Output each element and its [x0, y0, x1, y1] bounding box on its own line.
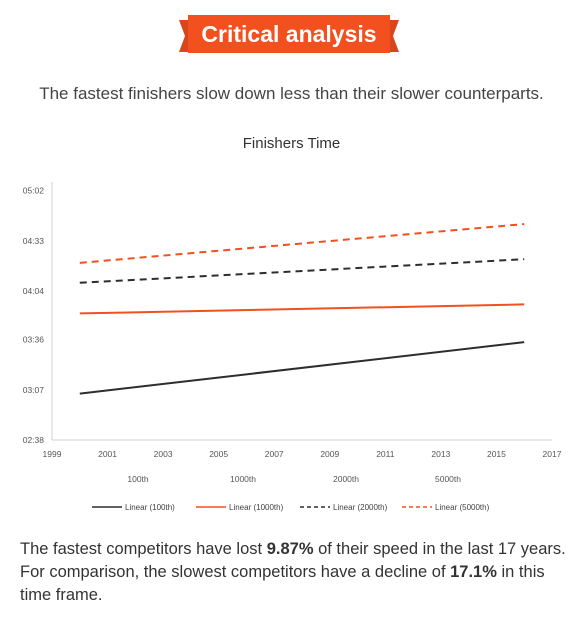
category-label: 2000th: [333, 474, 359, 484]
page-subtitle: The fastest finishers slow down less tha…: [39, 84, 544, 103]
chart-tick-labels: 02:38 03:07 03:36 04:04 04:33 05:02 1999 2001 20…: [23, 186, 562, 484]
series-line: [79, 223, 525, 264]
series-line: [79, 258, 525, 284]
summary-part-2: of their speed in the last 17 years. For…: [20, 540, 566, 581]
category-label: 5000th: [435, 474, 461, 484]
chart-lines: [79, 223, 525, 395]
chart-title: Finishers Time: [242, 135, 341, 152]
x-tick-label: 2015: [487, 449, 506, 459]
summary-text: The fastest competitors have lost 9.87% …: [20, 538, 570, 607]
category-label: 100th: [127, 474, 149, 484]
x-tick-label: 2013: [431, 449, 450, 459]
x-tick-label: 2011: [376, 449, 395, 459]
legend-label: Linear (100th): [125, 503, 175, 512]
category-label: 1000th: [230, 474, 256, 484]
y-tick-label: 05:02: [23, 186, 45, 196]
legend-label: Linear (2000th): [333, 503, 388, 512]
summary-part-1: The fastest competitors have lost: [20, 540, 267, 558]
legend-label: Linear (5000th): [435, 503, 490, 512]
summary-part-3: in this time frame.: [20, 563, 545, 604]
summary-highlight-2: 17.1%: [450, 563, 497, 581]
x-tick-label: 2017: [543, 449, 562, 459]
y-tick-label: 04:04: [23, 286, 45, 296]
chart-axes: [51, 182, 552, 441]
series-line: [79, 303, 525, 315]
line-chart: 02:38 03:07 03:36 04:04 04:33 05:02 1999 2001 20…: [23, 182, 562, 512]
x-tick-label: 1999: [43, 449, 62, 459]
x-tick-label: 2007: [265, 449, 284, 459]
chart-legend: Linear (100th) Linear (1000th) Linear (200…: [92, 503, 490, 512]
x-tick-label: 2003: [154, 449, 173, 459]
x-tick-label: 2009: [320, 449, 339, 459]
summary-highlight-1: 9.87%: [266, 540, 314, 558]
x-tick-label: 2001: [98, 449, 117, 459]
series-line: [79, 341, 525, 395]
x-tick-label: 2005: [209, 449, 228, 459]
y-tick-label: 04:33: [23, 236, 45, 246]
legend-label: Linear (1000th): [229, 503, 284, 512]
y-tick-label: 03:36: [23, 335, 45, 345]
banner-ribbon: [179, 15, 399, 53]
section-banner: Critical analysis: [179, 12, 399, 58]
y-tick-label: 03:07: [23, 385, 45, 395]
banner-title: Critical analysis: [201, 21, 377, 47]
y-tick-label: 02:38: [23, 435, 45, 445]
